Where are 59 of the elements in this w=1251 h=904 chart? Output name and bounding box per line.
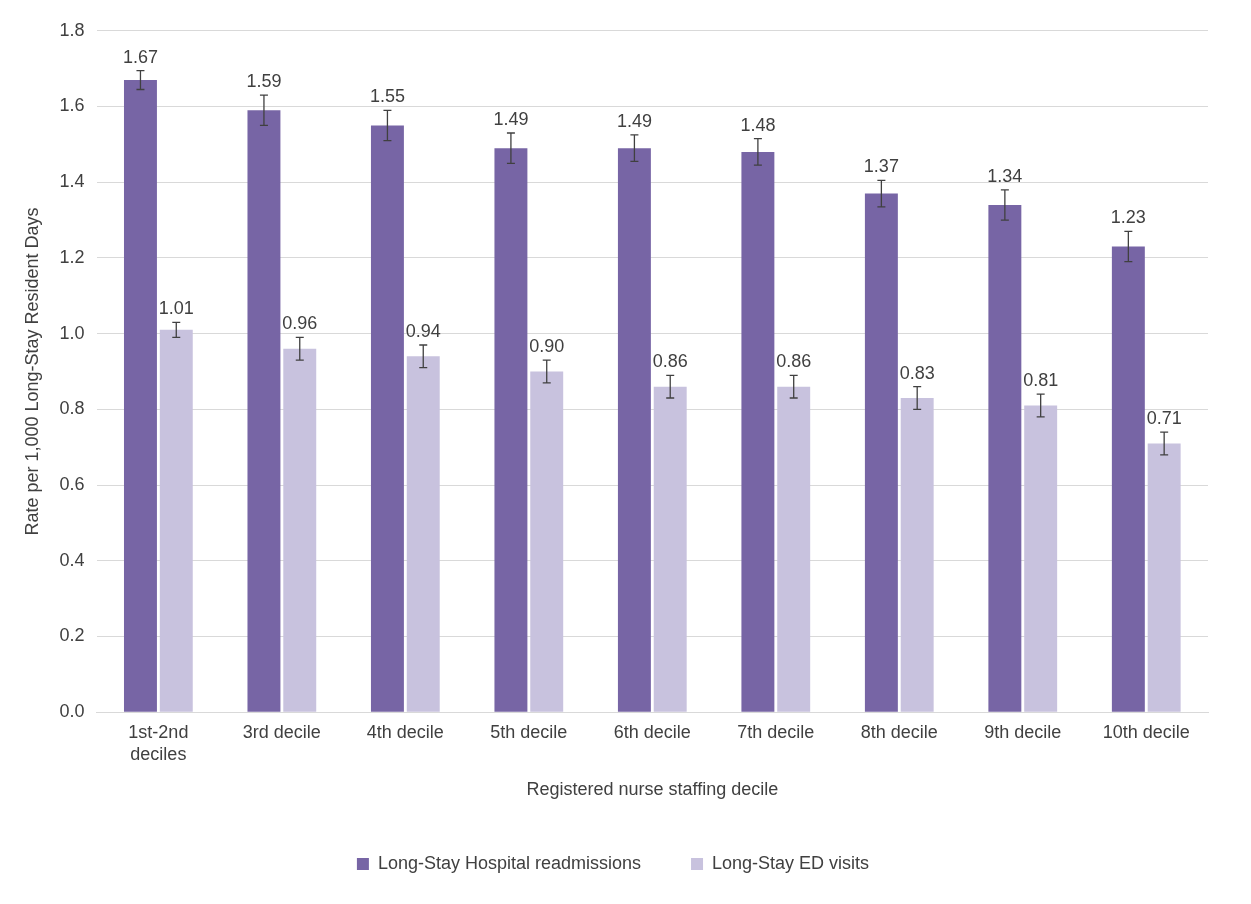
y-tick-label: 0.2 [59,625,85,646]
bar [370,125,404,712]
data-label: 1.49 [616,110,652,131]
bar [864,193,898,712]
bar [617,148,651,712]
x-tick-label: 4th decile [366,721,444,742]
data-label: 1.01 [158,298,194,319]
legend-label: Long-Stay ED visits [712,852,870,873]
bar [653,386,687,712]
data-label: 1.23 [1110,207,1146,228]
x-tick-label: 9th decile [984,721,1062,742]
bar [123,80,157,712]
data-label: 0.86 [652,351,688,372]
y-tick-label: 1.0 [59,322,85,343]
bar [988,204,1022,712]
bar [777,386,811,712]
data-label: 1.37 [863,156,899,177]
y-tick-label: 1.2 [59,246,85,267]
data-label: 0.81 [1023,370,1059,391]
data-label: 0.71 [1146,408,1182,429]
bar [247,110,281,712]
x-tick-label: 7th decile [737,721,815,742]
y-axis-title: Rate per 1,000 Long-Stay Resident Days [21,207,42,536]
x-tick-label: 3rd decile [242,721,321,742]
x-tick-label: 5th decile [490,721,568,742]
y-tick-label: 0.4 [59,549,85,570]
y-tick-label: 0.6 [59,474,85,495]
data-label: 0.94 [405,320,441,341]
data-label: 1.34 [987,165,1023,186]
bar [159,329,193,712]
y-tick-label: 1.6 [59,95,85,116]
data-label: 1.48 [740,114,776,135]
data-label: 1.59 [246,71,282,92]
x-axis-title: Registered nurse staffing decile [526,779,779,800]
data-label: 0.83 [899,362,935,383]
data-label: 1.49 [493,108,529,129]
bar [741,151,775,712]
y-tick-label: 1.8 [59,19,85,40]
bar [283,348,317,712]
data-label: 0.90 [529,336,565,357]
bar [1147,443,1181,712]
y-tick-label: 1.4 [59,171,85,192]
data-label: 1.67 [122,46,158,67]
x-tick-label: 10th decile [1102,721,1190,742]
y-tick-label: 0.0 [59,701,85,722]
data-label: 1.55 [369,86,405,107]
bar [1111,246,1145,712]
data-label: 0.96 [282,313,318,334]
bar [530,371,564,712]
bar [1024,405,1058,712]
bar [900,398,934,712]
legend-label: Long-Stay Hospital readmissions [377,852,642,873]
y-tick-label: 0.8 [59,398,85,419]
x-tick-label: 1st-2nd deciles [128,721,189,764]
x-tick-label: 6th decile [613,721,691,742]
data-label: 0.86 [776,351,812,372]
bar [494,148,528,712]
bar [406,356,440,712]
x-tick-label: 8th decile [860,721,938,742]
